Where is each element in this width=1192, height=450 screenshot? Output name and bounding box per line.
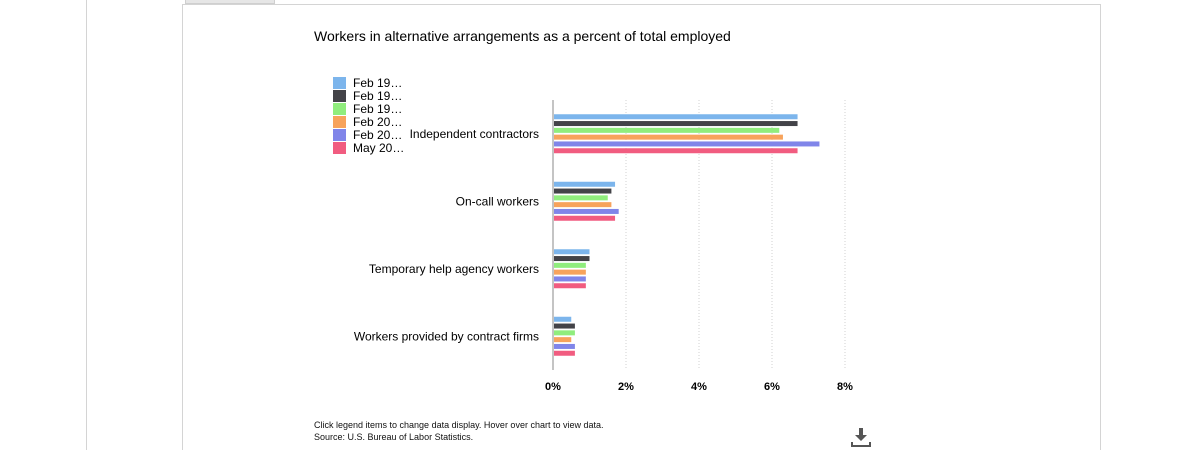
legend-swatch[interactable] <box>333 90 346 102</box>
chart-title: Workers in alternative arrangements as a… <box>314 28 731 44</box>
chart-instructions: Click legend items to change data displa… <box>314 420 604 430</box>
x-tick-label: 4% <box>691 381 707 393</box>
bar[interactable] <box>554 262 586 268</box>
bar[interactable] <box>554 114 798 120</box>
legend-item[interactable]: Feb 20… <box>333 128 402 142</box>
bar[interactable] <box>554 208 619 214</box>
legend-item[interactable]: Feb 19… <box>333 89 402 103</box>
chart-legend[interactable]: Feb 19…Feb 19…Feb 19…Feb 20…Feb 20…May 2… <box>333 76 404 155</box>
legend-label[interactable]: May 20… <box>353 141 404 155</box>
bar[interactable] <box>554 343 575 349</box>
bar[interactable] <box>554 337 572 343</box>
tab-stub[interactable] <box>185 0 275 4</box>
legend-swatch[interactable] <box>333 142 346 154</box>
category-label: Temporary help agency workers <box>369 262 539 276</box>
legend-label[interactable]: Feb 19… <box>353 89 402 103</box>
x-tick-label: 0% <box>545 381 561 393</box>
category-label: On-call workers <box>456 194 539 208</box>
bar[interactable] <box>554 148 798 154</box>
legend-item[interactable]: Feb 19… <box>333 102 402 116</box>
bar[interactable] <box>554 188 612 194</box>
category-label: Independent contractors <box>410 127 539 141</box>
legend-label[interactable]: Feb 20… <box>353 115 402 129</box>
bar[interactable] <box>554 141 820 147</box>
category-label: Workers provided by contract firms <box>354 329 539 343</box>
download-icon[interactable] <box>850 426 872 448</box>
chart-source: Source: U.S. Bureau of Labor Statistics. <box>314 432 474 442</box>
bar[interactable] <box>554 283 586 289</box>
bar[interactable] <box>554 330 575 336</box>
legend-label[interactable]: Feb 20… <box>353 128 402 142</box>
bar[interactable] <box>554 134 783 140</box>
legend-item[interactable]: Feb 19… <box>333 76 402 90</box>
x-tick-label: 6% <box>764 381 780 393</box>
legend-swatch[interactable] <box>333 77 346 89</box>
chart-panel <box>182 4 1101 450</box>
bar[interactable] <box>554 195 608 201</box>
legend-swatch[interactable] <box>333 103 346 115</box>
bar[interactable] <box>554 202 612 208</box>
page-rail-left <box>86 0 87 450</box>
legend-label[interactable]: Feb 19… <box>353 76 402 90</box>
bar[interactable] <box>554 215 616 221</box>
chart-grid <box>552 100 846 370</box>
bar[interactable] <box>554 276 586 282</box>
bar[interactable] <box>554 323 575 329</box>
legend-item[interactable]: May 20… <box>333 141 404 155</box>
chart-bars[interactable] <box>554 114 820 356</box>
bar[interactable] <box>554 121 798 127</box>
legend-item[interactable]: Feb 20… <box>333 115 402 129</box>
chart-labels: 0% 2% 4% 6% 8% Independent contractors On-call… <box>354 127 853 393</box>
chart-footer: Click legend items to change data displa… <box>314 419 603 443</box>
bar[interactable] <box>554 350 575 356</box>
bar[interactable] <box>554 316 572 322</box>
bar[interactable] <box>554 127 780 133</box>
bar[interactable] <box>554 249 590 255</box>
legend-label[interactable]: Feb 19… <box>353 102 402 116</box>
legend-swatch[interactable] <box>333 116 346 128</box>
x-tick-label: 8% <box>837 381 853 393</box>
legend-swatch[interactable] <box>333 129 346 141</box>
x-tick-label: 2% <box>618 381 634 393</box>
bar[interactable] <box>554 181 616 187</box>
chart-svg: Feb 19…Feb 19…Feb 19…Feb 20…Feb 20…May 2… <box>333 76 853 393</box>
bar[interactable] <box>554 256 590 262</box>
bar[interactable] <box>554 269 586 275</box>
